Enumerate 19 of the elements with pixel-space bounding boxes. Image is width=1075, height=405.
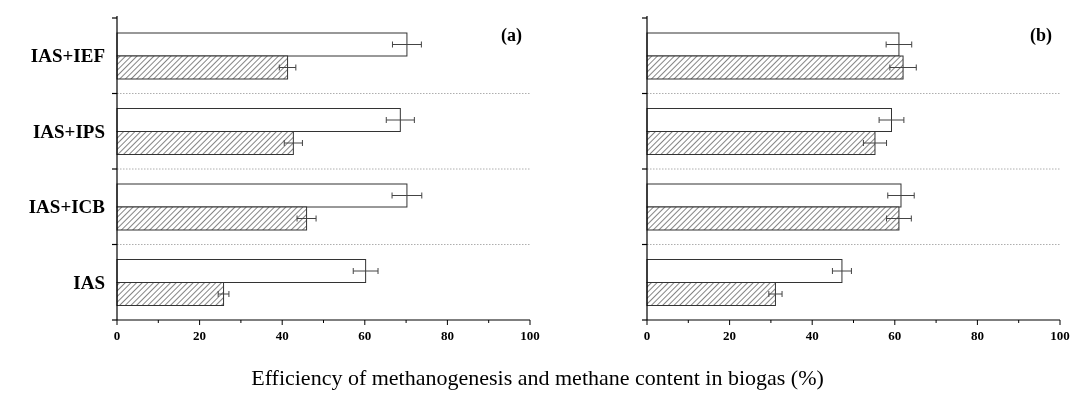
y-tick-label: IAS [73,271,105,293]
x-tick-label: 20 [193,328,207,343]
x-tick-label: 20 [723,328,737,343]
x-tick-label: 0 [113,328,121,343]
x-tick-label: 60 [888,328,902,343]
x-tick-label: 80 [970,328,984,343]
x-tick-label: 100 [1050,328,1070,343]
x-tick-label: 100 [520,328,540,343]
text: (b) [1030,25,1052,46]
y-tick-label: IAS+IPS [32,120,105,142]
x-tick-label: 60 [358,328,372,343]
x-tick-label: 0 [643,328,651,343]
x-axis-title: Efficiency of methanogenesis and methane content in biogas (%) [251,365,824,390]
y-tick-label: IAS+ICB [28,196,106,218]
y-tick-label: IAS+IEF [30,45,105,67]
text: (a) [501,25,522,46]
x-tick-label: 40 [275,328,289,343]
x-tick-label: 80 [440,328,454,343]
x-tick-label: 40 [805,328,819,343]
